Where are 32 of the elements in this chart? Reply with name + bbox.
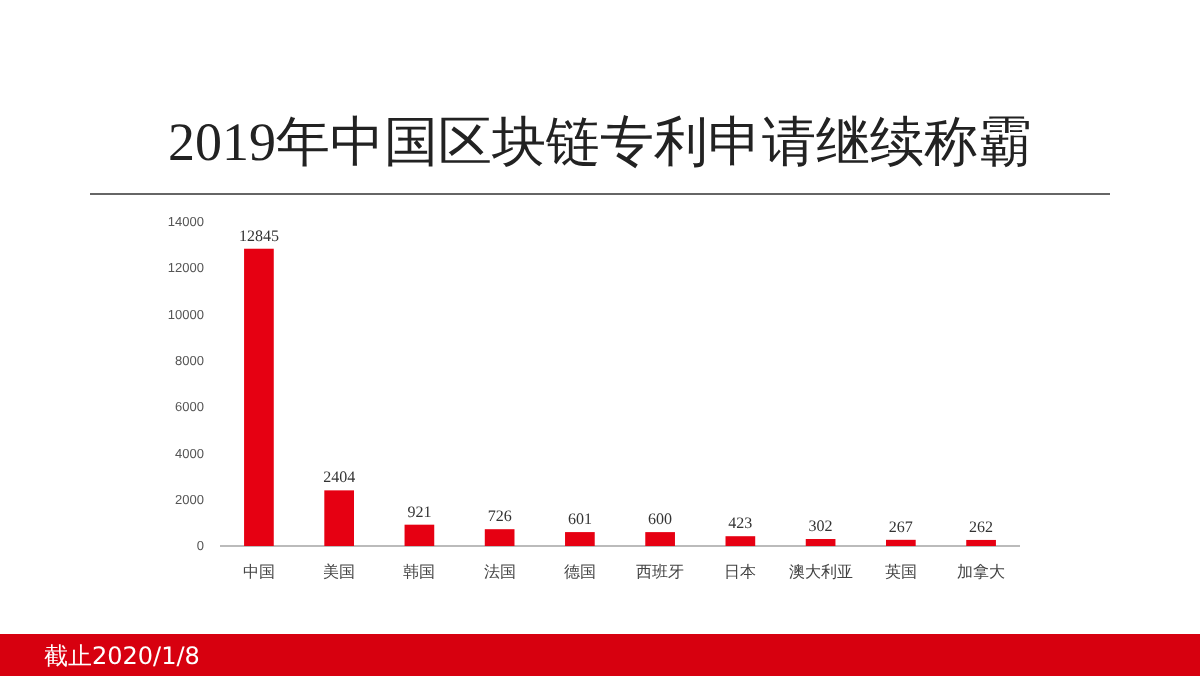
x-tick-label: 法国: [483, 563, 516, 582]
bar: [404, 524, 435, 546]
bar: [484, 529, 515, 546]
bar: [886, 539, 916, 546]
bar: [244, 248, 274, 546]
x-tick-label: 德国: [563, 563, 596, 582]
bar: [805, 539, 836, 546]
x-tick-label: 韩国: [403, 563, 436, 582]
data-label: 423: [728, 514, 753, 533]
data-label: 601: [567, 510, 592, 529]
data-label: 262: [969, 517, 994, 536]
data-label: 12845: [238, 226, 279, 245]
bar: [725, 536, 756, 546]
x-tick-label: 加拿大: [957, 563, 1006, 582]
x-tick-label: 西班牙: [636, 563, 685, 582]
data-label: 302: [808, 517, 833, 536]
data-label: 921: [407, 502, 432, 521]
x-tick-label: 澳大利亚: [788, 563, 853, 582]
text: 截止2020/1/8: [44, 642, 200, 670]
x-tick-label: 中国: [242, 563, 275, 582]
data-label: 726: [487, 507, 512, 526]
bar: [565, 532, 595, 546]
x-tick-label: 美国: [323, 563, 356, 582]
bar: [324, 490, 354, 546]
x-tick-label: 日本: [724, 563, 757, 582]
chart-title: 2019年中国区块链专利申请继续称霸: [168, 112, 1032, 172]
data-label: 267: [888, 517, 913, 536]
bar: [966, 539, 996, 546]
bar: [645, 532, 675, 546]
data-label: 2404: [323, 468, 356, 487]
data-label: 600: [648, 510, 673, 529]
x-tick-label: 英国: [884, 563, 917, 582]
